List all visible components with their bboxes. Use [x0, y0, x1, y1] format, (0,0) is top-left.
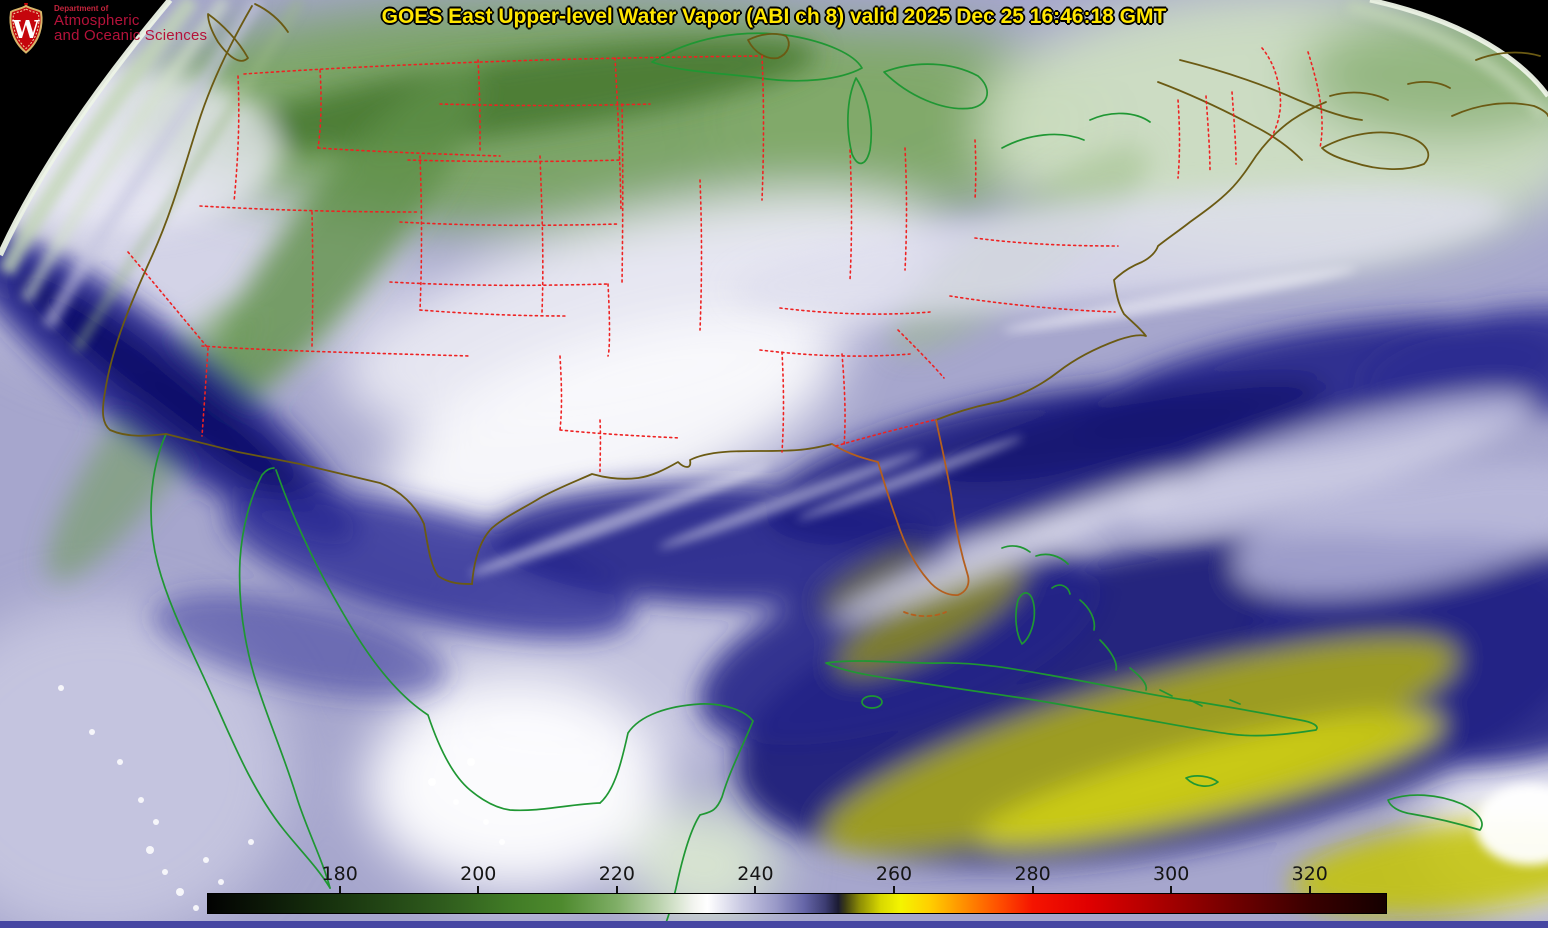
colorbar-tick-label: 220 [598, 863, 635, 885]
uw-crest-icon: W [9, 3, 43, 54]
colorbar-tick [338, 886, 341, 893]
fine-cloud-texture [469, 267, 1548, 865]
logo-department-label: Department of [54, 4, 109, 13]
colorbar-tick [615, 886, 618, 893]
state-borders-overlay [127, 47, 1323, 474]
colorbar-tick [893, 886, 895, 893]
colorbar-tick-label: 260 [875, 863, 913, 885]
colorbar-tick-label: 200 [460, 863, 497, 885]
florida-coastline-overlay [831, 419, 970, 618]
image-title: GOES East Upper-level Water Vapor (ABI c… [381, 5, 1167, 28]
uw-aos-logo: W Department of Atmospheric and Oceanic … [6, 3, 207, 55]
colorbar-tick-label: 300 [1153, 863, 1190, 885]
international-coastlines-overlay [150, 32, 1483, 928]
logo-name-line1: Atmospheric [54, 12, 140, 30]
colorbar-tick [1031, 886, 1034, 893]
colorbar-tick-label: 320 [1291, 863, 1328, 885]
colorbar-tick-label: 180 [321, 863, 358, 885]
image-bottom-edge [0, 921, 1548, 928]
earth-limb-top-right [1346, 0, 1548, 120]
colorbar: 180 200 220 240 260 280 300 320 [207, 863, 1387, 914]
popcorn-convection-specks [58, 685, 505, 911]
colorbar-tick [1308, 886, 1311, 893]
colorbar-tick-label: 280 [1014, 863, 1051, 885]
colorbar-tick [477, 886, 480, 893]
colorbar-tick-label: 240 [737, 863, 774, 885]
us-coastline-overlay [102, 3, 1548, 585]
crest-letter: W [12, 15, 41, 44]
logo-name-line2: and Oceanic Sciences [54, 27, 208, 45]
colorbar-tick [1170, 886, 1173, 893]
colorbar-tick [754, 886, 757, 893]
